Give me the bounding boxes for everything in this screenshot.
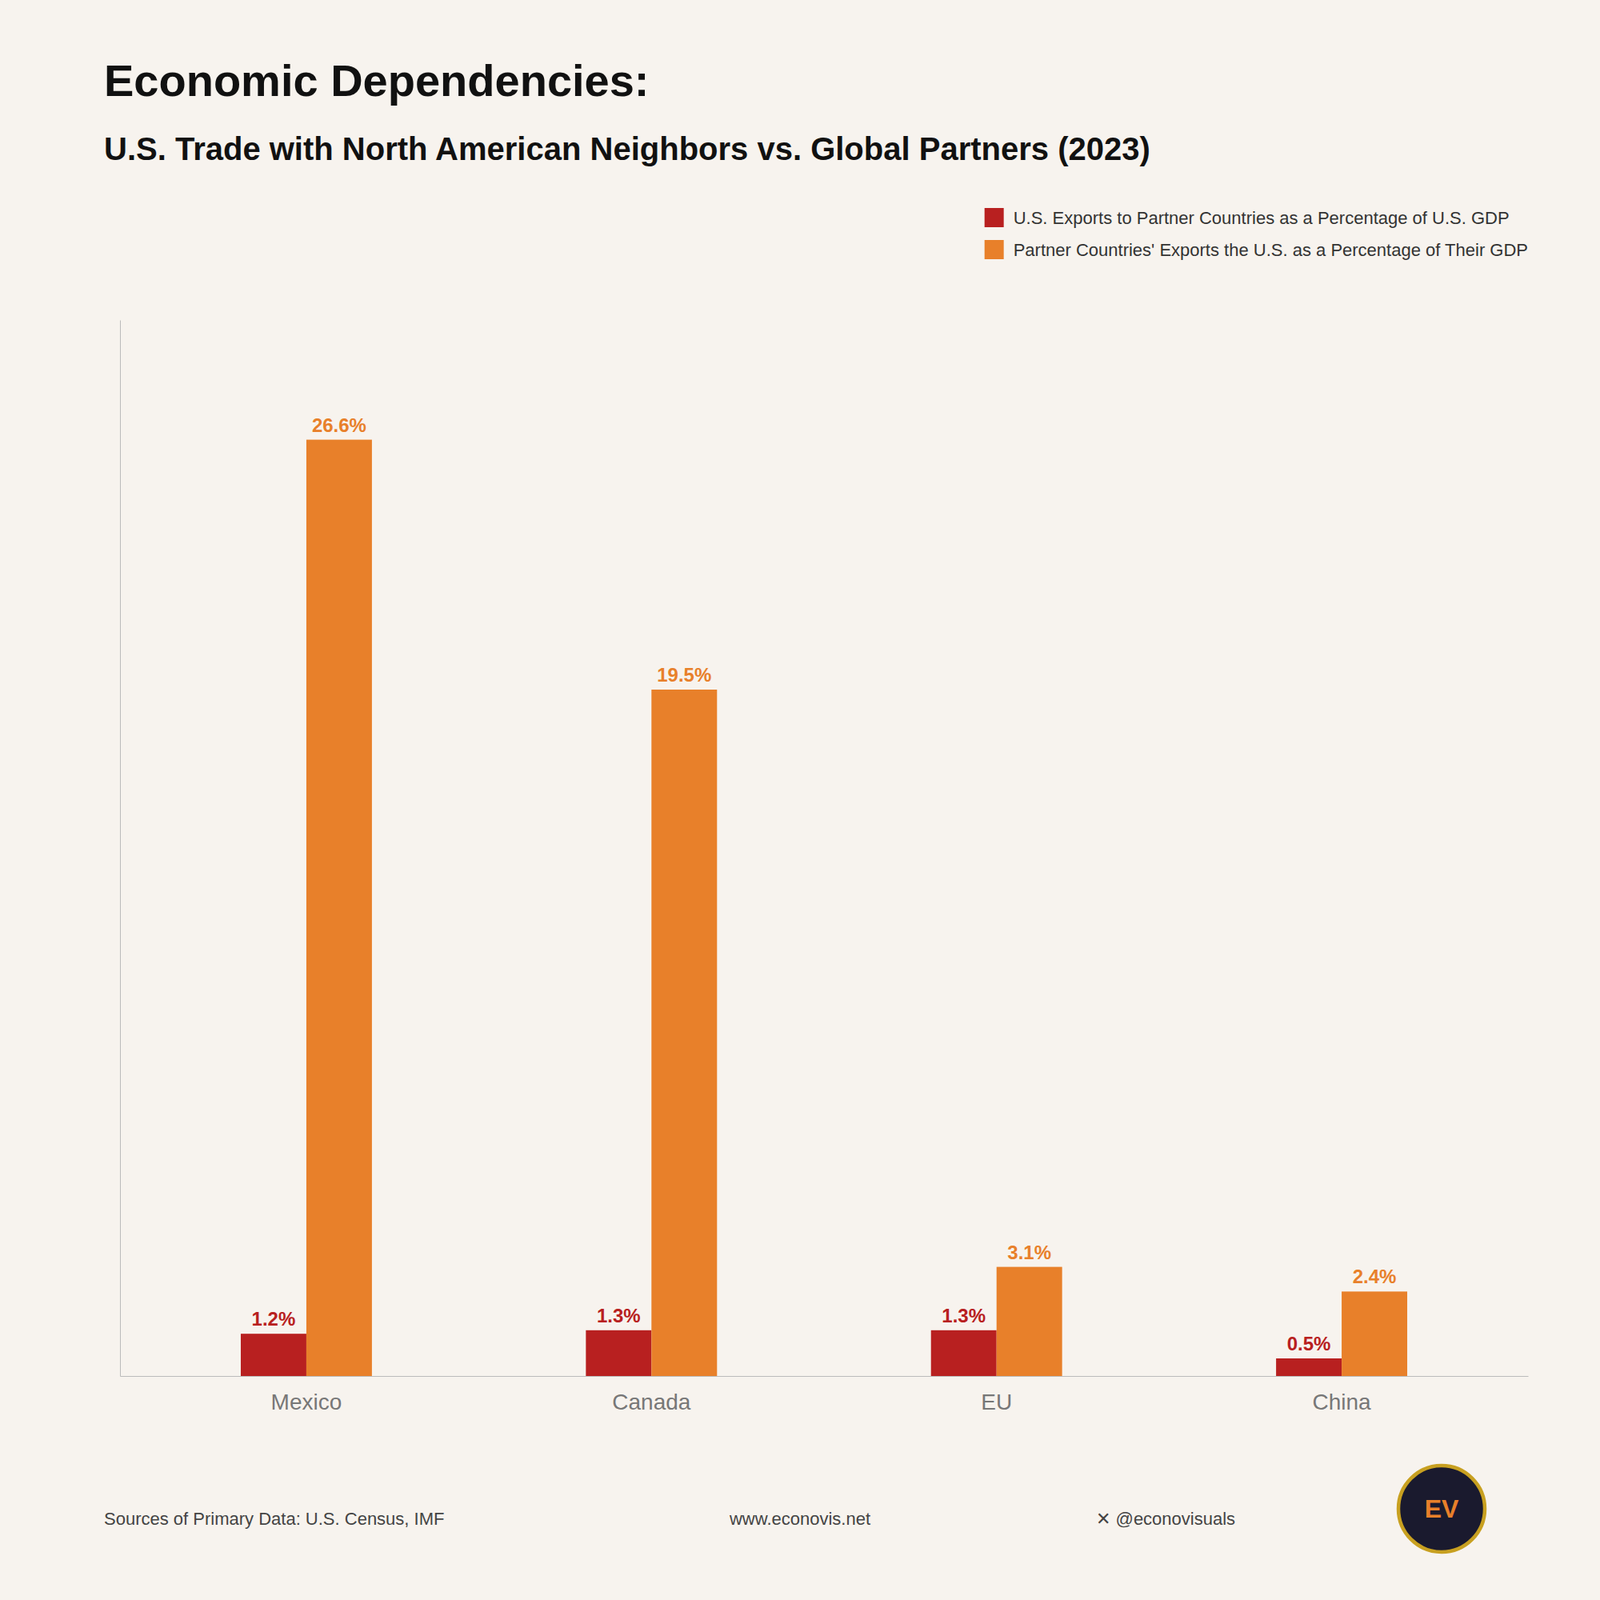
data-labels: 1.2% 1.3% 1.3% 0.5% 26.6% 19.5% 3.1% 2.4% [252,414,1397,1355]
data-label: 1.2% [252,1308,296,1330]
bar [306,440,372,1376]
footer: Sources of Primary Data: U.S. Census, IM… [104,1465,1485,1552]
subtitle: U.S. Trade with North American Neighbors… [104,131,1151,167]
legend-item: Partner Countries' Exports the U.S. as a… [984,240,1528,260]
x-tick: China [1312,1389,1372,1415]
legend: U.S. Exports to Partner Countries as a P… [984,208,1528,260]
footer-text: www.econovis.net [728,1508,871,1529]
footer-text: Sources of Primary Data: U.S. Census, IM… [104,1508,444,1529]
legend-swatch [984,208,1004,228]
logo: EV [1398,1465,1485,1552]
series [306,440,1408,1376]
title: Economic Dependencies: [104,55,650,106]
data-label: 0.5% [1287,1332,1332,1355]
legend-label: Partner Countries' Exports the U.S. as a… [1013,240,1528,260]
bar [1276,1358,1342,1376]
chart: Economic Dependencies: U.S. Trade with No… [0,0,1600,1600]
x-tick: Mexico [271,1389,343,1415]
bars [240,440,1408,1376]
logo-circle [1398,1465,1485,1552]
plot: 1.2% 1.3% 1.3% 0.5% 26.6% 19.5% 3.1% 2.4% Mexico… [120,320,1529,1415]
y-axis [120,320,121,1377]
bar [240,1333,307,1376]
background [0,0,1600,1600]
x-axis: Mexico Canada EU China [120,1376,1529,1415]
x-tick-label: Mexico [271,1389,343,1415]
legend-item: U.S. Exports to Partner Countries as a P… [984,208,1510,228]
data-label: 26.6% [312,414,367,436]
y-axis-line [120,320,121,1377]
bar [931,1330,997,1376]
data-label: 1.3% [596,1304,641,1327]
data-label: 1.3% [941,1304,986,1327]
legend-swatch [984,240,1004,260]
bar [996,1267,1063,1376]
x-tick-label: EU [980,1389,1012,1415]
logo-text: EV [1424,1494,1460,1524]
x-axis-line [120,1376,1529,1377]
footer-text: ✕ @econovisuals [1096,1508,1236,1529]
bar [651,689,717,1376]
data-label: 3.1% [1007,1241,1052,1264]
x-tick-label: Canada [612,1389,692,1415]
legend-label: U.S. Exports to Partner Countries as a P… [1013,208,1510,228]
x-tick-label: China [1312,1389,1372,1415]
x-tick: Canada [612,1389,692,1415]
data-label: 2.4% [1352,1265,1397,1288]
bar [585,1330,652,1376]
bar [1341,1291,1408,1376]
data-label: 19.5% [656,664,712,686]
series [240,1330,1342,1376]
x-tick: EU [980,1389,1012,1415]
